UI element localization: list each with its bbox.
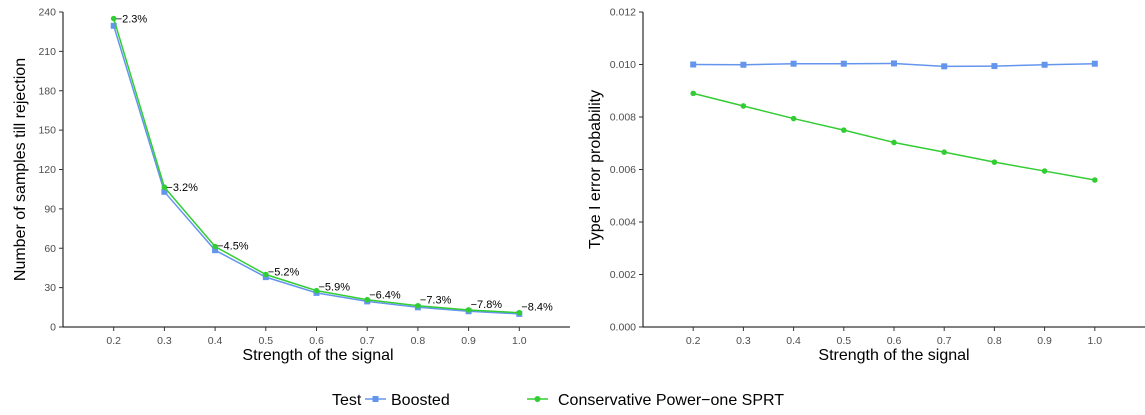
- right-x-tick-label: 0.4: [786, 335, 801, 347]
- right-point-boosted: [941, 63, 948, 70]
- right-point-sprt: [690, 90, 696, 97]
- right-point-sprt: [991, 159, 998, 165]
- right-y-tick-label: 0.008: [610, 112, 636, 124]
- percent-diff-label: −5.2%: [268, 267, 300, 279]
- right-y-tick-label: 0.010: [610, 59, 636, 71]
- left-x-axis-title: Strength of the signal: [242, 347, 393, 364]
- right-point-boosted: [891, 60, 897, 67]
- left-y-tick-label: 240: [38, 7, 56, 19]
- right-x-tick-label: 0.3: [736, 335, 751, 347]
- left-x-tick-label: 1.0: [512, 335, 527, 347]
- left-x-tick-label: 0.4: [208, 335, 223, 347]
- percent-diff-label: −3.2%: [166, 182, 198, 194]
- right-point-boosted: [690, 61, 697, 68]
- left-x-tick-label: 0.5: [258, 335, 273, 347]
- left-y-tick-label: 180: [38, 85, 56, 97]
- right-y-tick-label: 0.012: [610, 7, 636, 19]
- legend-key-circle-marker: [534, 396, 541, 402]
- percent-diff-label: −2.3%: [116, 14, 148, 26]
- right-x-tick-label: 1.0: [1087, 335, 1102, 347]
- right-point-sprt: [841, 127, 847, 133]
- left-point-boosted: [161, 188, 168, 195]
- left-y-tick-label: 30: [44, 282, 56, 294]
- left-y-tick-label: 90: [44, 203, 56, 215]
- right-x-tick-label: 0.7: [937, 335, 952, 347]
- right-x-tick-label: 0.8: [987, 335, 1002, 347]
- legend-key-square-marker: [372, 396, 379, 402]
- left-y-tick-label: 210: [38, 46, 56, 58]
- left-y-tick-label: 0: [50, 322, 56, 334]
- right-point-sprt: [941, 149, 947, 155]
- left-y-tick-label: 120: [38, 164, 56, 176]
- left-y-axis-title: Number of samples till rejection: [12, 58, 29, 281]
- right-point-boosted: [1091, 60, 1098, 67]
- left-x-tick-label: 0.6: [309, 335, 324, 347]
- right-point-sprt: [1092, 177, 1098, 183]
- right-point-sprt: [891, 139, 897, 146]
- percent-diff-label: −8.4%: [521, 302, 553, 314]
- left-point-sprt: [516, 309, 523, 316]
- left-point-sprt: [465, 307, 472, 313]
- right-y-tick-label: 0.000: [610, 322, 636, 334]
- right-point-boosted: [991, 63, 998, 70]
- left-y-tick-label: 150: [38, 125, 56, 137]
- legend-item-sprt: Conservative Power−one SPRT: [558, 392, 784, 409]
- right-x-tick-label: 0.2: [686, 335, 701, 347]
- right-x-tick-label: 0.5: [836, 335, 851, 347]
- left-series-line-boosted: [112, 25, 520, 315]
- left-point-sprt: [161, 184, 168, 191]
- percent-diff-label: −6.4%: [369, 290, 401, 302]
- left-point-sprt: [415, 302, 421, 309]
- left-point-sprt: [110, 15, 117, 22]
- right-y-tick-label: 0.004: [610, 217, 636, 229]
- right-point-boosted: [840, 60, 847, 67]
- left-chart: Strength of the signal Number of samples…: [12, 7, 570, 364]
- left-point-sprt: [263, 271, 269, 278]
- left-point-boosted: [110, 22, 117, 29]
- left-x-tick-label: 0.3: [157, 335, 172, 347]
- right-point-boosted: [1041, 61, 1048, 68]
- left-x-tick-label: 0.2: [106, 335, 121, 347]
- percent-diff-label: −7.3%: [420, 295, 452, 307]
- left-x-tick-label: 0.7: [360, 335, 375, 347]
- right-point-boosted: [740, 61, 747, 68]
- right-x-axis-title: Strength of the signal: [818, 347, 969, 364]
- right-y-tick-label: 0.006: [610, 164, 636, 176]
- left-point-sprt: [313, 287, 320, 294]
- right-y-axis-title: Type I error probability: [587, 90, 604, 249]
- left-point-sprt: [212, 243, 218, 250]
- left-x-tick-label: 0.8: [411, 335, 426, 347]
- percent-diff-label: −4.5%: [217, 241, 249, 253]
- right-x-tick-label: 0.9: [1037, 335, 1052, 347]
- left-x-tick-label: 0.9: [461, 335, 476, 347]
- right-point-sprt: [790, 115, 797, 122]
- right-point-boosted: [790, 60, 797, 67]
- right-chart: Strength of the signal Type I error prob…: [587, 7, 1145, 364]
- right-series-line-sprt: [693, 92, 1095, 181]
- left-point-boosted: [212, 247, 219, 254]
- right-point-sprt: [1041, 168, 1048, 174]
- left-point-sprt: [364, 296, 371, 303]
- right-y-tick-label: 0.002: [610, 269, 636, 281]
- legend-item-boosted: Boosted: [391, 392, 450, 409]
- legend-title: Test: [332, 392, 362, 409]
- percent-diff-label: −5.9%: [319, 282, 351, 294]
- right-x-tick-label: 0.6: [887, 335, 902, 347]
- percent-diff-label: −7.8%: [471, 299, 503, 311]
- legend: Test Boosted Conservative Power−one SPRT: [332, 392, 784, 409]
- left-series-line-sprt: [112, 18, 520, 314]
- left-y-tick-label: 60: [44, 243, 56, 255]
- right-point-sprt: [740, 103, 747, 109]
